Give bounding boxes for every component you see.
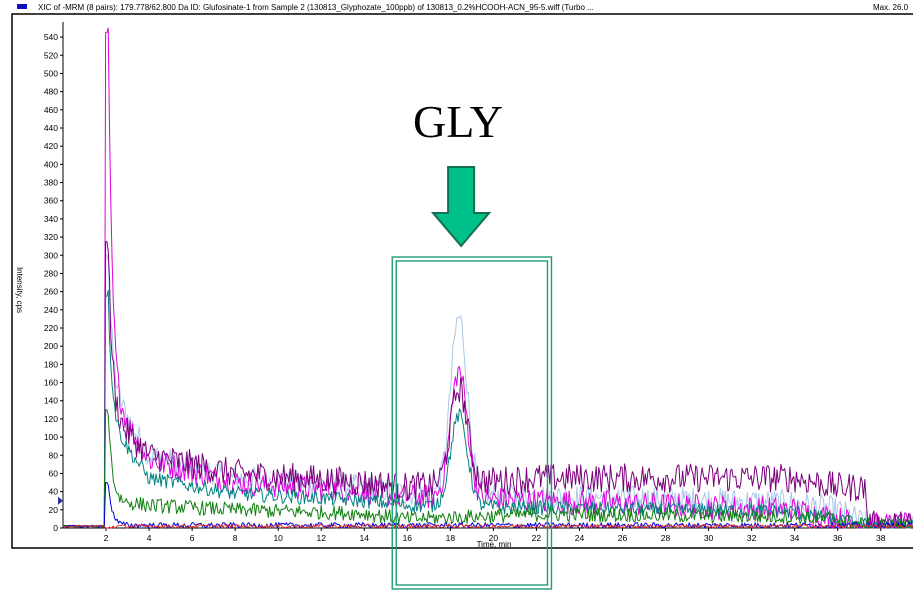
gly-highlight-box-inner	[395, 260, 549, 586]
y-tick-label: 240	[44, 305, 58, 315]
y-tick-label: 420	[44, 141, 58, 151]
y-tick-label: 80	[49, 450, 59, 460]
y-tick-label: 40	[49, 487, 59, 497]
y-tick-label: 120	[44, 414, 58, 424]
y-tick-label: 320	[44, 232, 58, 242]
annotation-layer	[391, 166, 553, 590]
y-tick-label: 460	[44, 105, 58, 115]
y-tick-label: 100	[44, 432, 58, 442]
x-tick-label: 8	[233, 533, 238, 543]
y-tick-label: 340	[44, 214, 58, 224]
y-tick-label: 520	[44, 50, 58, 60]
x-tick-label: 36	[833, 533, 843, 543]
max-intensity-label: Max. 26.0	[873, 3, 909, 12]
y-tick-label: 280	[44, 268, 58, 278]
series-line-6	[62, 482, 913, 529]
y-tick-label: 0	[53, 523, 58, 533]
x-axis-label: Time, min	[477, 540, 512, 549]
y-tick-label: 260	[44, 287, 58, 297]
cursor-marker-icon	[58, 496, 63, 505]
x-tick-label: 6	[190, 533, 195, 543]
y-tick-label: 480	[44, 87, 58, 97]
y-tick-label: 200	[44, 341, 58, 351]
series-layer	[62, 27, 913, 529]
y-tick-label: 60	[49, 468, 59, 478]
x-tick-label: 24	[575, 533, 585, 543]
axes: 0204060801001201401601802002202402602803…	[44, 22, 913, 543]
y-tick-label: 300	[44, 250, 58, 260]
x-tick-label: 10	[273, 533, 283, 543]
chart-frame	[11, 13, 913, 549]
x-tick-label: 38	[876, 533, 886, 543]
x-tick-label: 18	[446, 533, 456, 543]
x-tick-label: 32	[747, 533, 757, 543]
series-line-4	[62, 289, 913, 529]
y-tick-label: 500	[44, 68, 58, 78]
series-line-3	[62, 241, 913, 529]
x-tick-label: 34	[790, 533, 800, 543]
y-tick-label: 380	[44, 178, 58, 188]
y-tick-label: 400	[44, 159, 58, 169]
y-tick-label: 540	[44, 32, 58, 42]
x-tick-label: 12	[316, 533, 326, 543]
y-tick-label: 220	[44, 323, 58, 333]
x-tick-label: 22	[532, 533, 542, 543]
x-tick-label: 26	[618, 533, 628, 543]
y-tick-label: 160	[44, 378, 58, 388]
x-tick-label: 28	[661, 533, 671, 543]
y-tick-label: 360	[44, 196, 58, 206]
x-tick-label: 2	[104, 533, 109, 543]
x-tick-label: 14	[360, 533, 370, 543]
series-line-7	[62, 523, 913, 529]
series-line-5	[62, 409, 913, 529]
y-tick-label: 140	[44, 396, 58, 406]
y-axis-label: Intensity, cps	[15, 267, 24, 313]
chart-header-title: XIC of -MRM (8 pairs): 179.778/62.800 Da…	[38, 3, 594, 12]
x-tick-label: 30	[704, 533, 714, 543]
y-tick-label: 180	[44, 359, 58, 369]
y-tick-label: 440	[44, 123, 58, 133]
x-tick-label: 20	[489, 533, 499, 543]
gly-peak-label: GLY	[413, 96, 503, 147]
gly-arrow-icon	[430, 166, 492, 248]
gly-highlight-box	[391, 256, 553, 590]
x-tick-label: 4	[147, 533, 152, 543]
x-tick-label: 16	[403, 533, 413, 543]
window-badge-icon	[17, 4, 27, 9]
y-tick-label: 20	[49, 505, 59, 515]
